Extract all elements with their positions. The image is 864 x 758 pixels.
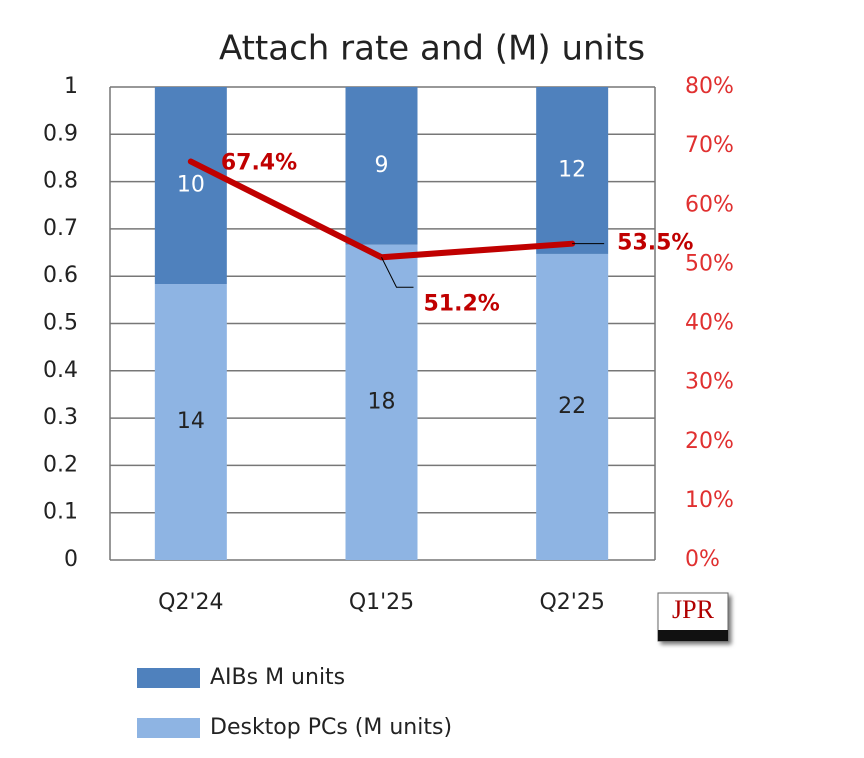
line-value-label: 53.5% [617, 231, 693, 256]
y2-tick-label: 20% [685, 429, 734, 454]
bar-value-label: 10 [177, 173, 205, 198]
x-tick-label: Q2'25 [539, 590, 604, 615]
y-tick-label: 0.1 [43, 500, 78, 525]
y2-tick-label: 80% [685, 74, 734, 99]
y-tick-label: 0.8 [43, 169, 78, 194]
y2-tick-label: 60% [685, 192, 734, 217]
y2-tick-label: 0% [685, 547, 720, 572]
y-tick-label: 0.9 [43, 121, 78, 146]
logo-text: JPR [672, 595, 715, 624]
line-value-label: 67.4% [221, 150, 297, 175]
bar-value-label: 18 [368, 389, 396, 414]
y2-tick-label: 70% [685, 133, 734, 158]
legend-swatch [137, 668, 200, 688]
y-tick-label: 0.6 [43, 263, 78, 288]
bar-segment [536, 253, 609, 561]
line-value-label: 51.2% [424, 291, 500, 316]
x-tick-label: Q1'25 [349, 590, 414, 615]
y-tick-label: 0.4 [43, 358, 78, 383]
leader-line [381, 257, 414, 288]
y-tick-label: 0.5 [43, 311, 78, 336]
y2-tick-label: 40% [685, 311, 734, 336]
y-tick-label: 0.7 [43, 216, 78, 241]
bar-segment [345, 87, 418, 245]
bar-segment [536, 87, 609, 254]
y-tick-label: 0.3 [43, 405, 78, 430]
y-tick-label: 0 [64, 547, 78, 572]
bar-segment [154, 87, 227, 285]
bar-segment [154, 284, 227, 560]
legend-label: AIBs M units [210, 665, 345, 690]
y2-tick-label: 50% [685, 251, 734, 276]
y-tick-label: 1 [64, 74, 78, 99]
logo-band [658, 630, 728, 641]
y-tick-label: 0.2 [43, 452, 78, 477]
y2-tick-label: 30% [685, 370, 734, 395]
legend-swatch [137, 718, 200, 738]
bar-value-label: 14 [177, 409, 205, 434]
bar-value-label: 9 [375, 153, 389, 178]
bar-value-label: 22 [558, 394, 586, 419]
legend-label: Desktop PCs (M units) [210, 715, 452, 740]
y2-tick-label: 10% [685, 488, 734, 513]
bar-value-label: 12 [558, 157, 586, 182]
x-tick-label: Q2'24 [158, 590, 223, 615]
chart-title: Attach rate and (M) units [219, 29, 645, 69]
bar-segment [345, 244, 418, 560]
